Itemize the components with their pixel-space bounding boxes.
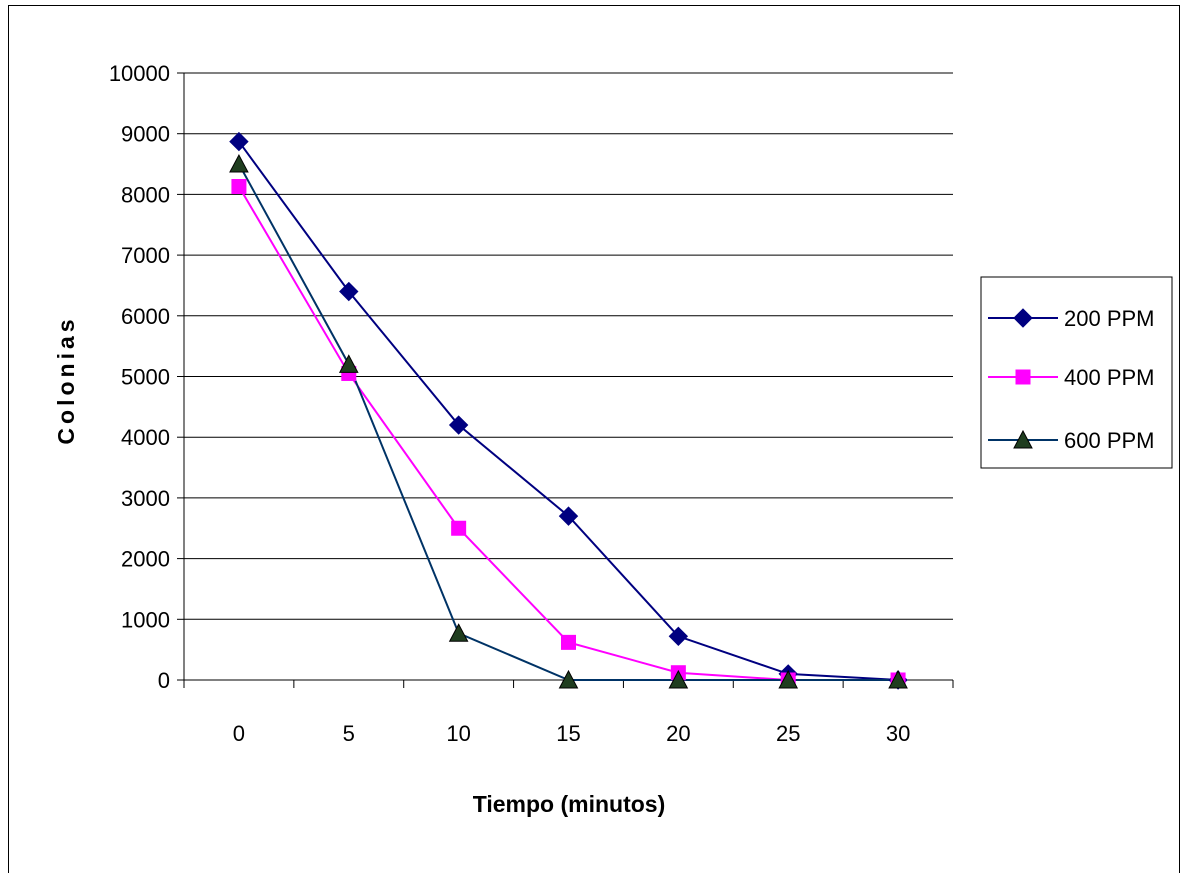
data-point-1-3 [561,634,576,650]
y-axis-title: Colonias [53,315,79,444]
data-point-1-2 [451,520,467,536]
data-point-0-2 [448,415,469,435]
legend-marker [1013,308,1033,328]
x-tick-label: 30 [886,721,910,746]
legend-marker [1013,429,1033,449]
y-tick-label: 7000 [121,243,170,268]
x-tick-label: 10 [446,721,470,746]
legend-item: 400 PPM [988,365,1155,390]
data-point-2-4 [668,669,689,689]
data-point-2-5 [778,669,799,689]
series-lines [238,140,899,681]
legend-item: 600 PPM [988,428,1155,453]
x-tick-label: 0 [233,721,245,746]
data-point-0-4 [668,626,689,647]
grid-lines [184,72,953,620]
legend-marker [1015,369,1031,385]
y-tick-label: 6000 [121,304,170,329]
x-tick-label: 15 [556,721,580,746]
series-line-1 [238,186,899,681]
legend-label: 400 PPM [1064,365,1155,390]
y-tick-label: 9000 [121,122,170,147]
axes [177,72,954,688]
data-point-2-6 [888,669,908,689]
x-axis-title: Tiempo (minutos) [473,791,666,817]
series-line-0 [238,140,899,681]
y-tick-label: 4000 [121,425,170,450]
y-tick-label: 1000 [121,607,170,632]
y-tick-label: 3000 [121,486,170,511]
data-point-2-1 [338,354,359,373]
legend-label: 600 PPM [1064,428,1155,453]
x-tick-label: 5 [343,721,355,746]
y-tick-label: 2000 [121,547,170,572]
series-markers [229,131,908,690]
data-point-2-0 [229,153,249,173]
y-tick-label: 10000 [109,61,170,86]
y-tick-label: 0 [158,668,170,693]
legend-label: 200 PPM [1064,306,1155,331]
data-point-2-3 [558,669,579,689]
data-point-0-3 [558,506,579,526]
x-tick-label: 25 [776,721,800,746]
series-line-2 [238,163,899,681]
data-point-0-0 [229,131,249,152]
y-tick-labels: 0 1000 2000 3000 4000 5000 6000 7000 8000 9000 100… [109,61,170,693]
y-tick-label: 5000 [121,365,170,390]
data-point-2-2 [448,623,469,642]
x-tick-label: 20 [666,721,690,746]
x-tick-labels: 0 5 10 15 20 25 30 [233,721,911,746]
y-tick-label: 8000 [121,182,170,207]
data-point-1-0 [231,179,247,195]
legend-box [980,276,1173,469]
legend-item: 200 PPM [988,306,1155,331]
legend: 200 PPM 400 PPM 600 PPM [980,276,1173,469]
data-point-0-1 [339,281,359,302]
